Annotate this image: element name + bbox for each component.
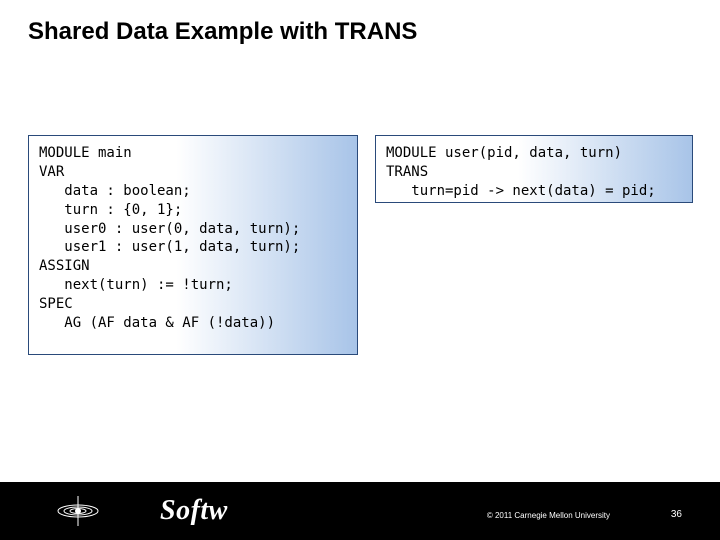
copyright-text: © 2011 Carnegie Mellon University — [487, 511, 610, 520]
footer-logo-text: Softw — [160, 495, 228, 527]
footer-bar: Softw © 2011 Carnegie Mellon University … — [0, 482, 720, 540]
sei-logo-icon — [56, 494, 100, 528]
code-box-main: MODULE main VAR data : boolean; turn : {… — [28, 135, 358, 355]
slide-title: Shared Data Example with TRANS — [28, 18, 417, 46]
code-box-user: MODULE user(pid, data, turn) TRANS turn=… — [375, 135, 693, 203]
page-number: 36 — [671, 509, 682, 520]
